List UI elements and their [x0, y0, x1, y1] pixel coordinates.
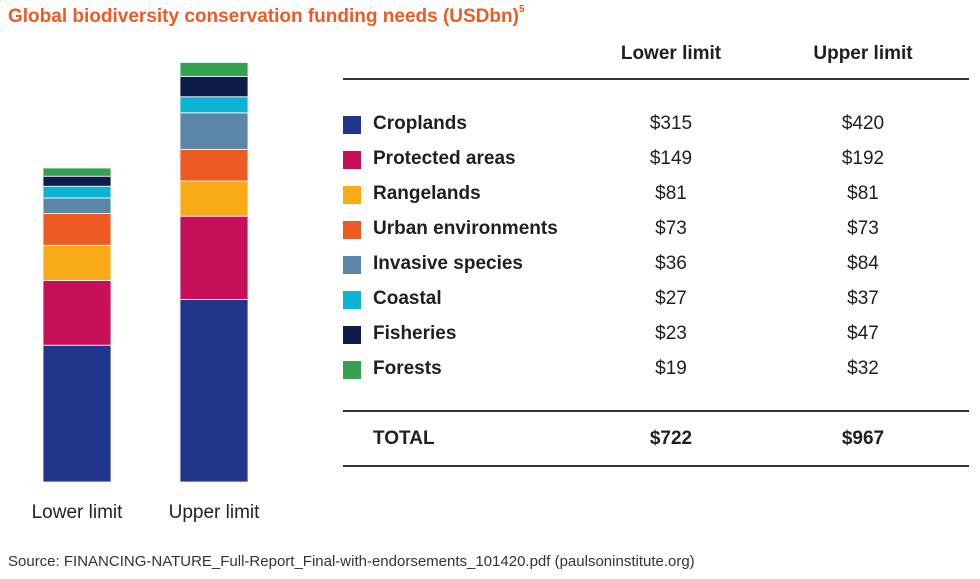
category-label: Fisheries	[373, 323, 457, 344]
bar-segment-forests	[42, 167, 112, 177]
upper-value: $32	[847, 358, 879, 379]
total-upper: $967	[841, 428, 885, 449]
x-tick-label: Upper limit	[169, 502, 261, 523]
legend-swatch	[343, 221, 361, 239]
bar-segment-fisheries	[42, 175, 112, 187]
bar-segment-invasive-species	[42, 197, 112, 214]
lower-value: $149	[649, 148, 693, 169]
bar-segment-fisheries	[179, 75, 249, 98]
bar-segment-urban-environments	[42, 213, 112, 246]
upper-value: $47	[847, 323, 879, 344]
source-note: Source: FINANCING-NATURE_Full-Report_Fin…	[8, 553, 695, 570]
bar-segment-protected-areas	[42, 280, 112, 346]
upper-value: $420	[841, 113, 885, 134]
category-label: Coastal	[373, 288, 442, 309]
table-row: Rangelands $81 $81	[343, 178, 969, 213]
lower-value: $81	[655, 183, 687, 204]
total-label: TOTAL	[373, 428, 435, 449]
table-row: Protected areas $149 $192	[343, 143, 969, 178]
lower-value: $73	[655, 218, 687, 239]
col-header-upper: Upper limit	[813, 43, 913, 64]
bar-segment-croplands	[179, 299, 249, 483]
chart-title: Global biodiversity conservation funding…	[8, 4, 525, 28]
header-rule	[343, 78, 969, 80]
category-label: Invasive species	[373, 253, 523, 274]
total-row: TOTAL $722 $967	[343, 428, 969, 463]
col-header-lower: Lower limit	[620, 43, 722, 64]
lower-value: $36	[655, 253, 687, 274]
legend-swatch	[343, 186, 361, 204]
upper-value: $81	[847, 183, 879, 204]
total-lower: $722	[649, 428, 693, 449]
stacked-bar-chart: Lower limit Upper limit	[32, 62, 261, 523]
bar-segment-invasive-species	[179, 112, 249, 150]
lower-value: $23	[655, 323, 687, 344]
lower-value: $19	[655, 358, 687, 379]
bar-segment-coastal	[179, 96, 249, 114]
bar-segment-croplands	[42, 344, 112, 483]
x-tick-label: Lower limit	[32, 502, 124, 523]
table-row: Invasive species $36 $84	[343, 248, 969, 283]
legend-swatch	[343, 116, 361, 134]
bar-segment-rangelands	[42, 244, 112, 281]
legend-swatch	[343, 151, 361, 169]
lower-value: $315	[649, 113, 693, 134]
category-label: Croplands	[373, 113, 467, 134]
table-row: Coastal $27 $37	[343, 283, 969, 318]
lower-value: $27	[655, 288, 687, 309]
table-row: Fisheries $23 $47	[343, 318, 969, 353]
legend-swatch	[343, 291, 361, 309]
upper-value: $73	[847, 218, 879, 239]
legend-swatch	[343, 256, 361, 274]
category-label: Urban environments	[373, 218, 558, 239]
bar-segment-protected-areas	[179, 215, 249, 300]
title-footnote: 5	[518, 4, 525, 15]
bar-segment-forests	[179, 62, 249, 77]
table-row: Forests $19 $32	[343, 353, 969, 388]
legend-swatch	[343, 326, 361, 344]
funding-table: Lower limit Upper limit Croplands $315 $42…	[343, 38, 969, 478]
table-row: Urban environments $73 $73	[343, 213, 969, 248]
category-label: Protected areas	[373, 148, 516, 169]
total-rule	[343, 410, 969, 412]
category-label: Forests	[373, 358, 442, 379]
upper-value: $84	[847, 253, 879, 274]
bar-segment-urban-environments	[179, 148, 249, 182]
bar-segment-rangelands	[179, 180, 249, 217]
chart-title-text: Global biodiversity conservation funding…	[8, 6, 519, 27]
table-row: Croplands $315 $420	[343, 108, 969, 143]
upper-value: $192	[841, 148, 885, 169]
upper-value: $37	[847, 288, 879, 309]
legend-swatch	[343, 361, 361, 379]
bottom-rule	[343, 465, 969, 467]
bar-segment-coastal	[42, 185, 112, 199]
category-label: Rangelands	[373, 183, 481, 204]
